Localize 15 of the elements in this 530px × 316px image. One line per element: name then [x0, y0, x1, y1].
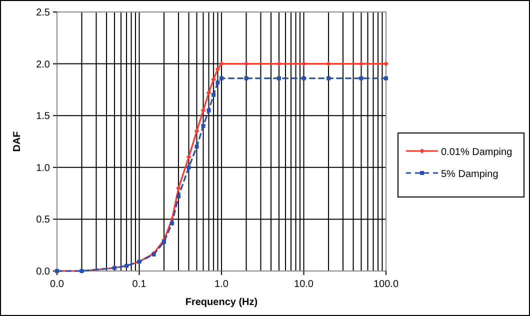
y-axis-title: DAF: [12, 131, 23, 152]
x-tick-label: 0.1: [132, 279, 147, 290]
y-tick-label: 1.0: [36, 162, 50, 174]
y-tick-label: 2.0: [36, 59, 50, 70]
x-axis-title: Frequency (Hz): [185, 297, 258, 308]
y-tick-label: 0.0: [36, 266, 50, 278]
legend-label: 0.01% Damping: [441, 147, 512, 158]
x-tick-label: 100.0: [373, 279, 399, 290]
x-tick-label: 10.0: [294, 279, 314, 290]
legend-label: 5% Damping: [441, 169, 498, 180]
y-tick-label: 2.5: [36, 8, 50, 18]
x-tick-label: 1.0: [214, 279, 229, 290]
y-tick-label: 1.5: [36, 111, 50, 122]
y-tick-label: 0.5: [36, 214, 50, 226]
x-tick-label: 0.0: [50, 279, 64, 290]
